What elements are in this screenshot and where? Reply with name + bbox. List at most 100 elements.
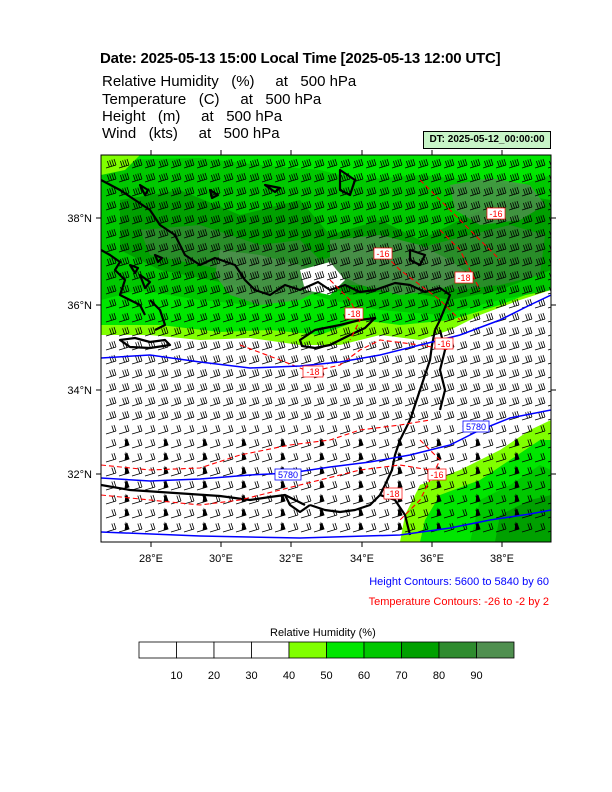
wind-barb bbox=[417, 326, 429, 337]
wind-barb bbox=[508, 368, 520, 379]
wind-barb bbox=[547, 502, 551, 505]
wind-barb bbox=[209, 438, 221, 449]
wind-barb bbox=[183, 368, 195, 379]
wind-barb bbox=[196, 326, 208, 337]
wind-barb-pennant bbox=[319, 437, 325, 447]
wind-barb bbox=[157, 396, 169, 407]
wind-barb bbox=[482, 480, 494, 491]
wind-barb bbox=[547, 516, 551, 519]
wind-barb bbox=[430, 298, 442, 309]
wind-barb bbox=[131, 522, 143, 533]
wind-barb bbox=[469, 340, 481, 351]
wind-barb bbox=[352, 158, 364, 169]
wind-barb bbox=[248, 396, 260, 407]
wind-barb bbox=[287, 368, 299, 379]
wind-barb bbox=[469, 228, 481, 239]
wind-barb bbox=[391, 242, 403, 253]
wind-barb bbox=[274, 424, 286, 435]
wind-barb bbox=[144, 480, 156, 491]
wind-barb-pennant bbox=[163, 465, 169, 475]
wind-barb bbox=[456, 466, 468, 477]
wind-barb bbox=[144, 312, 156, 323]
wind-barb bbox=[456, 382, 468, 393]
wind-barb bbox=[144, 284, 156, 295]
wind-barb bbox=[339, 242, 351, 253]
wind-barb bbox=[196, 172, 208, 183]
wind-barb bbox=[105, 214, 117, 225]
wind-barb bbox=[404, 270, 416, 281]
wind-barb bbox=[131, 256, 143, 267]
wind-barb bbox=[339, 228, 351, 239]
wind-barb bbox=[495, 494, 507, 505]
wind-barb bbox=[378, 438, 390, 449]
wind-barb bbox=[534, 340, 546, 351]
wind-barb-pennant bbox=[554, 467, 558, 474]
wind-barb bbox=[547, 460, 551, 463]
wind-barb bbox=[222, 172, 234, 183]
wind-barb bbox=[313, 200, 325, 211]
temp-label-3: -16 bbox=[376, 249, 389, 259]
wind-barb bbox=[248, 270, 260, 281]
wind-barb bbox=[378, 214, 390, 225]
temp-label-7: -16 bbox=[430, 470, 443, 480]
wind-barb bbox=[365, 242, 377, 253]
wind-barb bbox=[339, 424, 351, 435]
wind-barb bbox=[144, 200, 156, 211]
wind-barb bbox=[326, 186, 338, 197]
wind-barb bbox=[378, 284, 390, 295]
wind-barb bbox=[326, 340, 338, 351]
wind-barb-pennant bbox=[163, 507, 169, 517]
wind-barb bbox=[508, 354, 520, 365]
wind-barb bbox=[261, 158, 273, 169]
wind-barb bbox=[118, 200, 130, 211]
wind-barb bbox=[183, 172, 195, 183]
wind-barb bbox=[105, 326, 117, 337]
colorbar-swatch bbox=[438, 641, 477, 659]
wind-barb-pennant bbox=[124, 451, 130, 461]
wind-barb bbox=[313, 396, 325, 407]
wind-barb bbox=[105, 396, 117, 407]
wind-barb-pennant bbox=[124, 479, 130, 489]
wind-barb bbox=[209, 424, 221, 435]
wind-barb bbox=[118, 382, 130, 393]
wind-barb bbox=[287, 396, 299, 407]
wind-barb bbox=[313, 186, 325, 197]
wind-barb bbox=[157, 242, 169, 253]
wind-barb bbox=[456, 340, 468, 351]
wind-barb bbox=[547, 446, 551, 449]
wind-barb bbox=[300, 410, 312, 421]
wind-barb-pennant bbox=[358, 479, 364, 489]
wind-barb bbox=[456, 452, 468, 463]
wind-barb bbox=[508, 312, 520, 323]
wind-barb bbox=[508, 382, 520, 393]
wind-barb-pennant bbox=[202, 521, 208, 531]
wind-barb bbox=[430, 228, 442, 239]
height-contour-labels: 5780 5780 bbox=[274, 420, 490, 481]
wind-barb bbox=[209, 312, 221, 323]
wind-barb bbox=[209, 480, 221, 491]
wind-barb bbox=[482, 298, 494, 309]
wind-barb bbox=[313, 382, 325, 393]
wind-barb-pennant bbox=[397, 507, 403, 517]
wind-barb bbox=[170, 410, 182, 421]
colorbar-tick-label: 90 bbox=[470, 670, 483, 682]
wind-barb bbox=[157, 298, 169, 309]
wind-barb bbox=[209, 410, 221, 421]
colorbar-swatch bbox=[213, 641, 252, 659]
wind-barb-pennant bbox=[202, 493, 208, 503]
wind-barb bbox=[391, 228, 403, 239]
wind-barb bbox=[300, 256, 312, 267]
wind-barb bbox=[534, 312, 546, 323]
wind-barb bbox=[235, 242, 247, 253]
wind-barb-pennant bbox=[124, 507, 130, 517]
wind-barb bbox=[131, 158, 143, 169]
wind-barb bbox=[144, 326, 156, 337]
wind-barb bbox=[105, 522, 117, 533]
wind-barb bbox=[313, 284, 325, 295]
wind-barb bbox=[430, 424, 442, 435]
colorbar-tick-label: 80 bbox=[432, 670, 446, 682]
wind-barb bbox=[417, 494, 429, 505]
wind-barb bbox=[209, 158, 221, 169]
wind-barb bbox=[456, 172, 468, 183]
wind-barb bbox=[339, 200, 351, 211]
